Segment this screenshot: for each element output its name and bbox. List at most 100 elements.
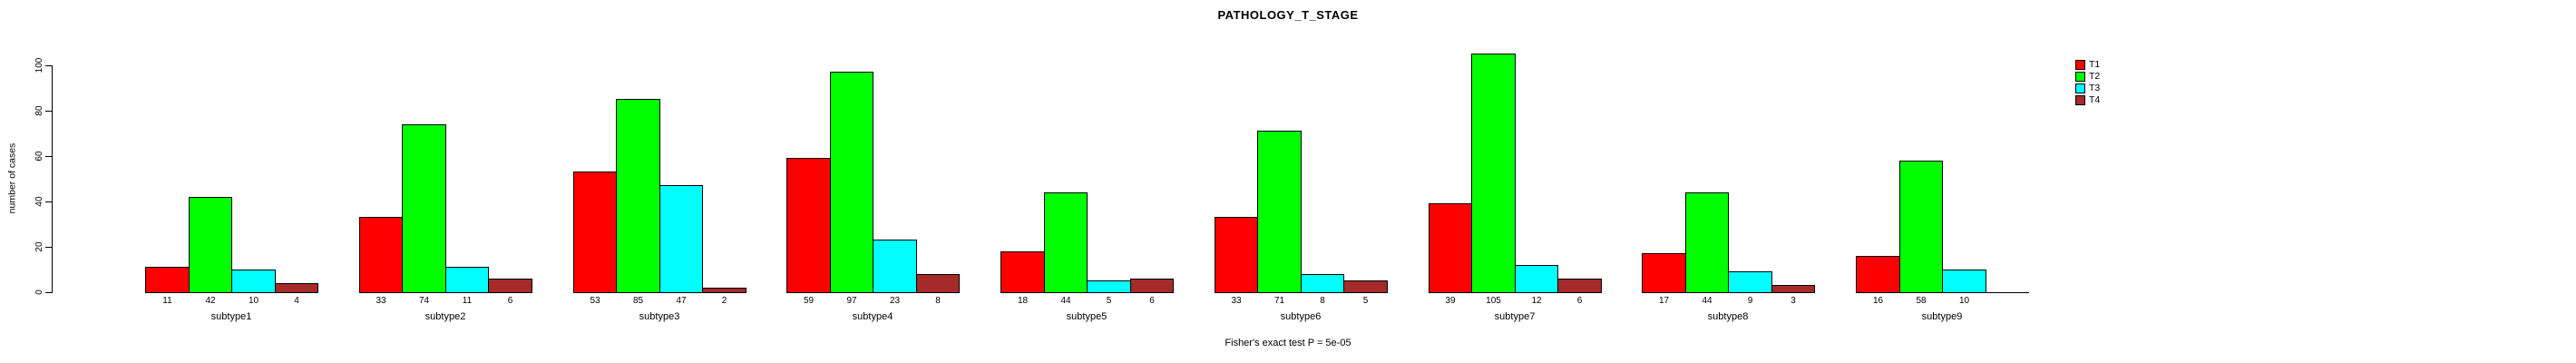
y-axis-tick — [45, 156, 52, 157]
bar-value-label: 23 — [889, 296, 901, 306]
bar-t1-subtype1 — [145, 267, 190, 293]
category-label-subtype7: subtype7 — [1494, 311, 1536, 322]
y-axis-tick-label: 100 — [34, 57, 44, 74]
bar-value-label: 4 — [294, 296, 299, 306]
chart-title: PATHOLOGY_T_STAGE — [1217, 8, 1359, 22]
bar-t1-subtype3 — [573, 172, 617, 293]
bar-value-label: 85 — [632, 296, 644, 306]
bar-value-label: 8 — [935, 296, 941, 306]
bar-value-label: 10 — [248, 296, 259, 306]
bar-value-label: 5 — [1106, 296, 1112, 306]
bar-value-label: 33 — [1231, 296, 1242, 306]
bar-value-label: 58 — [1916, 296, 1927, 306]
bar-value-label: 97 — [846, 296, 857, 306]
bar-t2-subtype2 — [402, 124, 446, 293]
bar-value-label: 39 — [1445, 296, 1456, 306]
bar-t4-subtype4 — [916, 274, 960, 293]
bar-t1-subtype4 — [786, 158, 831, 293]
bar-t3-subtype3 — [659, 185, 703, 293]
bar-value-label: 18 — [1017, 296, 1029, 306]
category-label-subtype9: subtype9 — [1921, 311, 1963, 322]
bar-t2-subtype3 — [616, 99, 660, 293]
bar-value-label: 3 — [1791, 296, 1796, 306]
bar-value-label: 16 — [1872, 296, 1884, 306]
category-label-subtype3: subtype3 — [639, 311, 680, 322]
bar-t3-subtype2 — [445, 267, 489, 293]
legend-swatch-t3 — [2075, 83, 2085, 93]
bar-value-label: 2 — [721, 296, 727, 306]
fisher-test-annotation: Fisher's exact test P = 5e-05 — [1225, 338, 1351, 348]
y-axis-tick — [45, 201, 52, 202]
bar-t2-subtype7 — [1471, 54, 1516, 293]
legend-label-t4: T4 — [2089, 94, 2101, 105]
bar-value-label: 9 — [1747, 296, 1753, 306]
bar-t3-subtype5 — [1087, 280, 1131, 293]
bar-value-label: 11 — [162, 296, 172, 306]
bar-value-label: 105 — [1486, 296, 1501, 306]
bar-t2-subtype9 — [1899, 161, 1943, 293]
bar-t4-subtype6 — [1343, 280, 1388, 293]
category-label-subtype6: subtype6 — [1280, 311, 1322, 322]
bar-value-label: 17 — [1658, 296, 1670, 306]
bar-t4-subtype8 — [1771, 285, 1815, 293]
bar-t1-subtype7 — [1429, 203, 1472, 293]
bar-t4-subtype9-zero — [1986, 292, 2029, 293]
bar-value-label: 33 — [376, 296, 386, 306]
bar-value-label: 44 — [1702, 296, 1712, 306]
bar-value-label: 6 — [1576, 296, 1583, 306]
bar-t3-subtype4 — [873, 240, 917, 293]
bar-t2-subtype5 — [1044, 192, 1088, 293]
legend-label-t1: T1 — [2089, 59, 2101, 70]
bar-t4-subtype2 — [488, 279, 532, 293]
legend-swatch-t4 — [2075, 95, 2085, 105]
category-label-subtype4: subtype4 — [852, 311, 893, 322]
bar-t2-subtype1 — [189, 197, 232, 293]
y-axis-tick — [45, 247, 52, 248]
category-label-subtype1: subtype1 — [210, 311, 252, 322]
bar-value-label: 12 — [1531, 296, 1542, 306]
category-label-subtype2: subtype2 — [424, 311, 466, 322]
bar-t3-subtype1 — [231, 270, 276, 293]
y-axis-tick — [45, 292, 52, 293]
bar-t1-subtype6 — [1215, 217, 1258, 293]
bar-t2-subtype4 — [830, 72, 873, 293]
y-axis-label: number of cases — [6, 142, 18, 214]
bar-t4-subtype5 — [1130, 279, 1174, 293]
legend-swatch-t1 — [2075, 60, 2085, 70]
bar-t3-subtype7 — [1515, 265, 1558, 293]
bar-t2-subtype8 — [1685, 192, 1729, 293]
bar-value-label: 6 — [507, 296, 513, 306]
bar-t1-subtype8 — [1642, 253, 1686, 293]
bar-value-label: 74 — [418, 296, 430, 306]
bar-t4-subtype1 — [275, 283, 318, 293]
y-axis-line — [52, 65, 53, 293]
bar-value-label: 10 — [1958, 296, 1970, 306]
bar-t3-subtype6 — [1301, 274, 1344, 293]
bar-value-label: 11 — [462, 296, 473, 306]
bar-value-label: 44 — [1060, 296, 1071, 306]
bar-value-label: 59 — [803, 296, 815, 306]
category-label-subtype8: subtype8 — [1707, 311, 1749, 322]
bar-t3-subtype9 — [1942, 270, 1986, 293]
bar-t3-subtype8 — [1728, 271, 1772, 293]
y-axis-tick — [45, 65, 52, 66]
category-label-subtype5: subtype5 — [1066, 311, 1107, 322]
bar-value-label: 53 — [590, 296, 600, 306]
bar-value-label: 71 — [1273, 296, 1285, 306]
bar-t4-subtype7 — [1557, 279, 1602, 293]
bar-t1-subtype5 — [1000, 251, 1045, 293]
bar-t2-subtype6 — [1257, 131, 1302, 293]
bar-value-label: 42 — [205, 296, 216, 306]
bar-value-label: 47 — [676, 296, 687, 306]
bar-t1-subtype9 — [1856, 256, 1900, 293]
bar-value-label: 5 — [1362, 296, 1369, 306]
bar-value-label: 8 — [1320, 296, 1325, 306]
y-axis-tick — [45, 111, 52, 112]
bar-t4-subtype3 — [702, 288, 746, 293]
legend-label-t3: T3 — [2089, 83, 2101, 93]
bar-t1-subtype2 — [359, 217, 403, 293]
bar-value-label: 6 — [1149, 296, 1155, 306]
legend-swatch-t2 — [2075, 72, 2085, 82]
legend-label-t2: T2 — [2089, 71, 2101, 82]
